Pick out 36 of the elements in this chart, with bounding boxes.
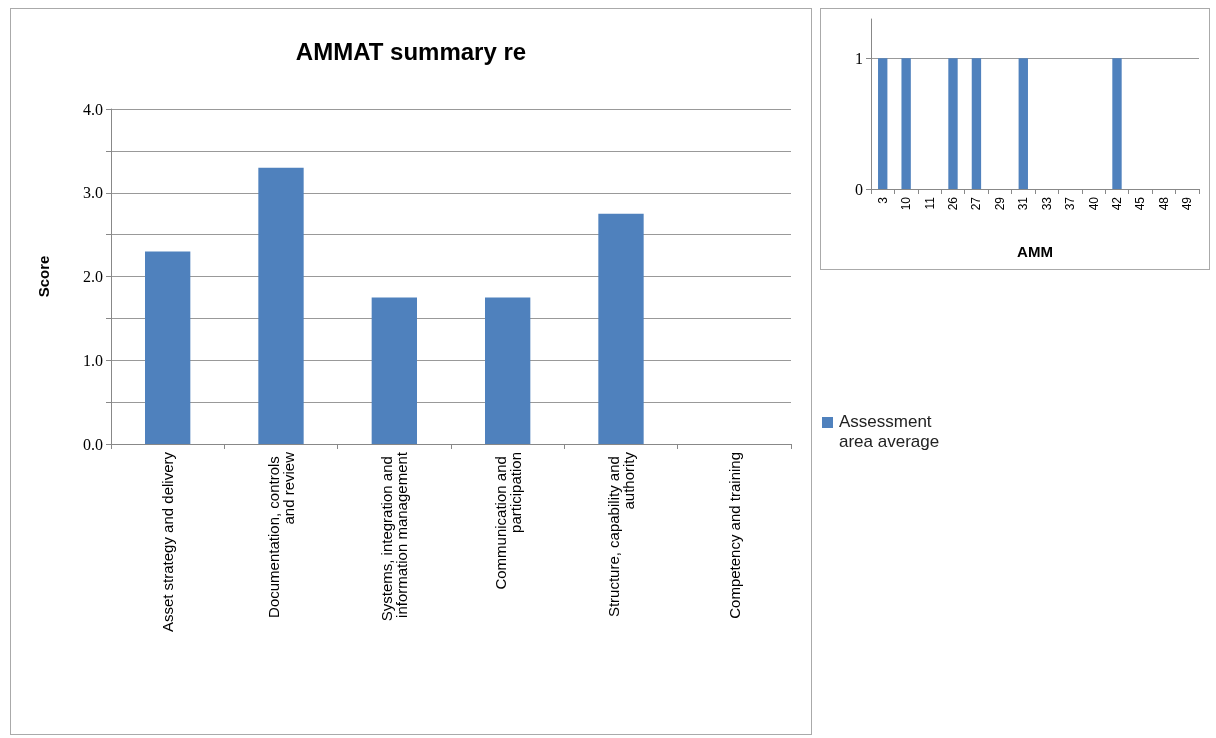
x-tick-label: 27 [969,196,984,211]
x-tick-label: 49 [1180,196,1195,211]
x-tick-label: Structure, capability and authority [605,451,637,618]
x-tick-label: 29 [992,196,1007,211]
x-tick-label: 42 [1110,196,1124,211]
x-tick-label: 3 [875,196,890,204]
x-tick-label: 26 [946,196,960,211]
x-tick-label: 33 [1039,196,1054,211]
y-tick-label: 4.0 [83,100,103,118]
bar [598,213,644,444]
bar [258,167,304,444]
y-tick-label: 0.0 [83,435,103,453]
y-tick-label: 1.0 [83,351,103,369]
x-axis-title: AMM [1017,243,1053,260]
y-tick-label: 2.0 [83,268,103,285]
x-tick-label: 11 [922,196,937,210]
x-tick-label: Competency and training [725,452,743,619]
legend-label: Assessment area average [839,412,941,452]
x-tick-label: 10 [899,196,914,211]
x-tick-label: 37 [1063,196,1078,211]
y-axis-title: Score [35,255,52,298]
x-tick-label: Systems, integration and information management [378,451,411,622]
x-tick-label: Communication and participation [491,452,524,590]
y-tick-label: 3.0 [83,184,103,202]
bar [145,251,191,444]
x-tick-label: 48 [1156,196,1171,211]
x-tick-label: 40 [1086,196,1101,211]
x-tick-label: Documentation, controls and review [265,451,297,618]
x-tick-label: 31 [1016,196,1031,211]
x-tick-label: Asset strategy and delivery [159,451,177,633]
y-tick-label: 0 [855,180,863,198]
y-tick-label: 1 [855,49,863,67]
x-tick-label: 45 [1133,196,1148,211]
chart-title: AMMAT summary re [295,37,527,65]
bar [371,297,417,444]
bar [485,297,531,444]
